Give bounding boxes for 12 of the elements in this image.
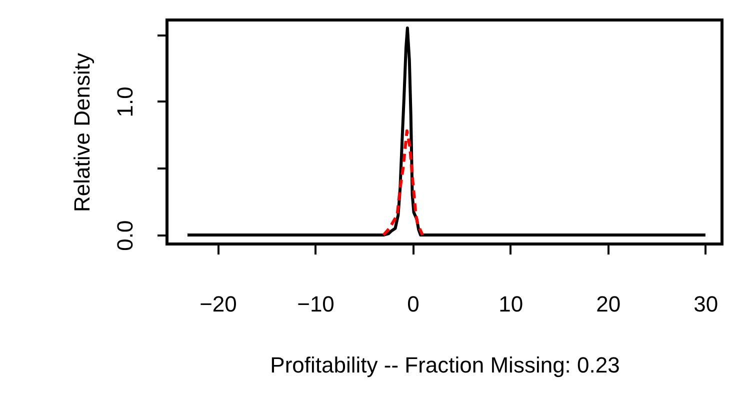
x-tick-label: 10 [498, 292, 524, 316]
x-tick-label: −20 [200, 292, 237, 316]
x-tick-label: 20 [596, 292, 621, 316]
x-tick-label: 30 [694, 292, 718, 316]
x-tick-label: −10 [297, 292, 334, 316]
line-series [186, 26, 707, 237]
line-series [382, 129, 424, 237]
y-tick-label: 0.0 [112, 220, 138, 251]
y-tick-label: 1.0 [112, 86, 138, 118]
y-axis-title: Relative Density [70, 53, 94, 212]
x-axis-title: Profitability -- Fraction Missing: 0.23 [270, 352, 620, 378]
x-tick-label: 0 [407, 292, 420, 316]
